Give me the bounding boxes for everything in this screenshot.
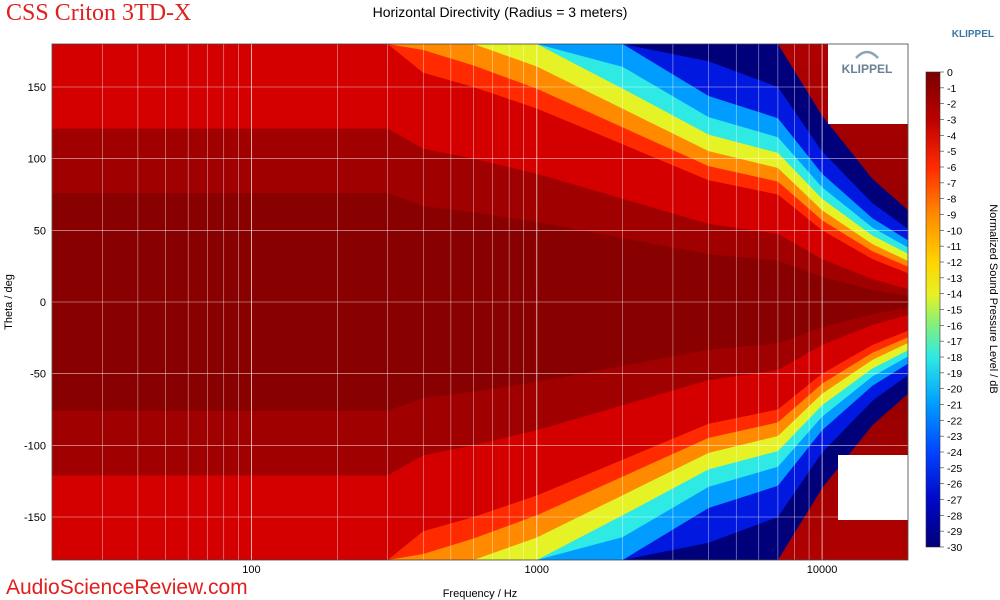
colorbar-tick-label: -21 <box>947 400 962 412</box>
colorbar-tick-label: -29 <box>947 526 962 538</box>
colorbar-tick-label: -17 <box>947 336 962 348</box>
colorbar-tick-label: -24 <box>947 447 962 459</box>
colorbar-tick-label: -30 <box>947 542 962 554</box>
colorbar-tick-label: -26 <box>947 479 962 491</box>
colorbar-tick-label: -3 <box>947 115 956 127</box>
x-tick-labels: 100 1000 10000 <box>242 564 837 576</box>
colorbar-tick-label: -28 <box>947 510 962 522</box>
colorbar-tick-label: -12 <box>947 257 962 269</box>
logo-text: KLIPPEL <box>842 62 893 76</box>
colorbar-tick-label: -7 <box>947 178 956 190</box>
colorbar-tick-label: -5 <box>947 146 956 158</box>
y-tick-label: 150 <box>28 82 46 94</box>
plot-frame <box>51 43 909 561</box>
logo-arc-icon <box>855 50 879 59</box>
colorbar-tick-label: -14 <box>947 289 962 301</box>
y-tick-label: 100 <box>28 154 46 166</box>
colorbar-tick-label: -19 <box>947 368 962 380</box>
colorbar-tick-label: -27 <box>947 495 962 507</box>
colorbar-tick-label: -6 <box>947 162 956 174</box>
y-tick-label: -50 <box>30 369 46 381</box>
watermark: AudioScienceReview.com <box>6 576 248 599</box>
brand-title: CSS Criton 3TD-X <box>6 0 192 26</box>
colorbar-tick-label: -13 <box>947 273 962 285</box>
colorbar-tick-label: -20 <box>947 384 962 396</box>
y-tick-label: 0 <box>40 297 46 309</box>
colorbar-tick-label: -2 <box>947 99 956 111</box>
colorbar-tick-label: -23 <box>947 431 962 443</box>
colorbar-tick-label: -11 <box>947 241 962 253</box>
colorbar-tick-label: -18 <box>947 352 962 364</box>
vendor-label: KLIPPEL <box>952 29 994 40</box>
y-tick-label: -150 <box>24 512 46 524</box>
colorbar-tick-label: 0 <box>947 67 953 79</box>
klippel-logo: KLIPPEL <box>836 48 898 80</box>
chart-title: Horizontal Directivity (Radius = 3 meter… <box>373 4 628 20</box>
y-axis-label: Theta / deg <box>3 274 15 330</box>
x-tick-label: 100 <box>242 564 260 576</box>
colorbar-tick-label: -8 <box>947 194 956 206</box>
colorbar-tick-label: -22 <box>947 415 962 427</box>
colorbar <box>925 71 941 548</box>
colorbar-tick-label: -16 <box>947 320 962 332</box>
nodata-bottom <box>838 455 908 520</box>
y-tick-label: 50 <box>34 225 46 237</box>
y-tick-label: -100 <box>24 440 46 452</box>
plot-grid <box>51 44 909 560</box>
x-tick-label: 10000 <box>807 564 838 576</box>
x-axis-label: Frequency / Hz <box>443 588 518 600</box>
colorbar-tick-label: -25 <box>947 463 962 475</box>
colorbar-label: Normalized Sound Pressure Level / dB <box>987 204 999 394</box>
colorbar-tick-labels: 0 -1 -2 -3 -4 -5 -6 -7 -8 -9 -10 -11 -12 -13 -14 -15 -16… <box>940 67 962 554</box>
colorbar-tick-label: -15 <box>947 305 962 317</box>
colorbar-tick-label: -4 <box>947 130 956 142</box>
y-tick-labels: 150 100 50 0 -50 -100 -150 <box>24 82 46 524</box>
colorbar-tick-label: -1 <box>947 83 956 95</box>
x-tick-label: 1000 <box>525 564 549 576</box>
colorbar-tick-label: -9 <box>947 210 956 222</box>
colorbar-tick-label: -10 <box>947 225 962 237</box>
